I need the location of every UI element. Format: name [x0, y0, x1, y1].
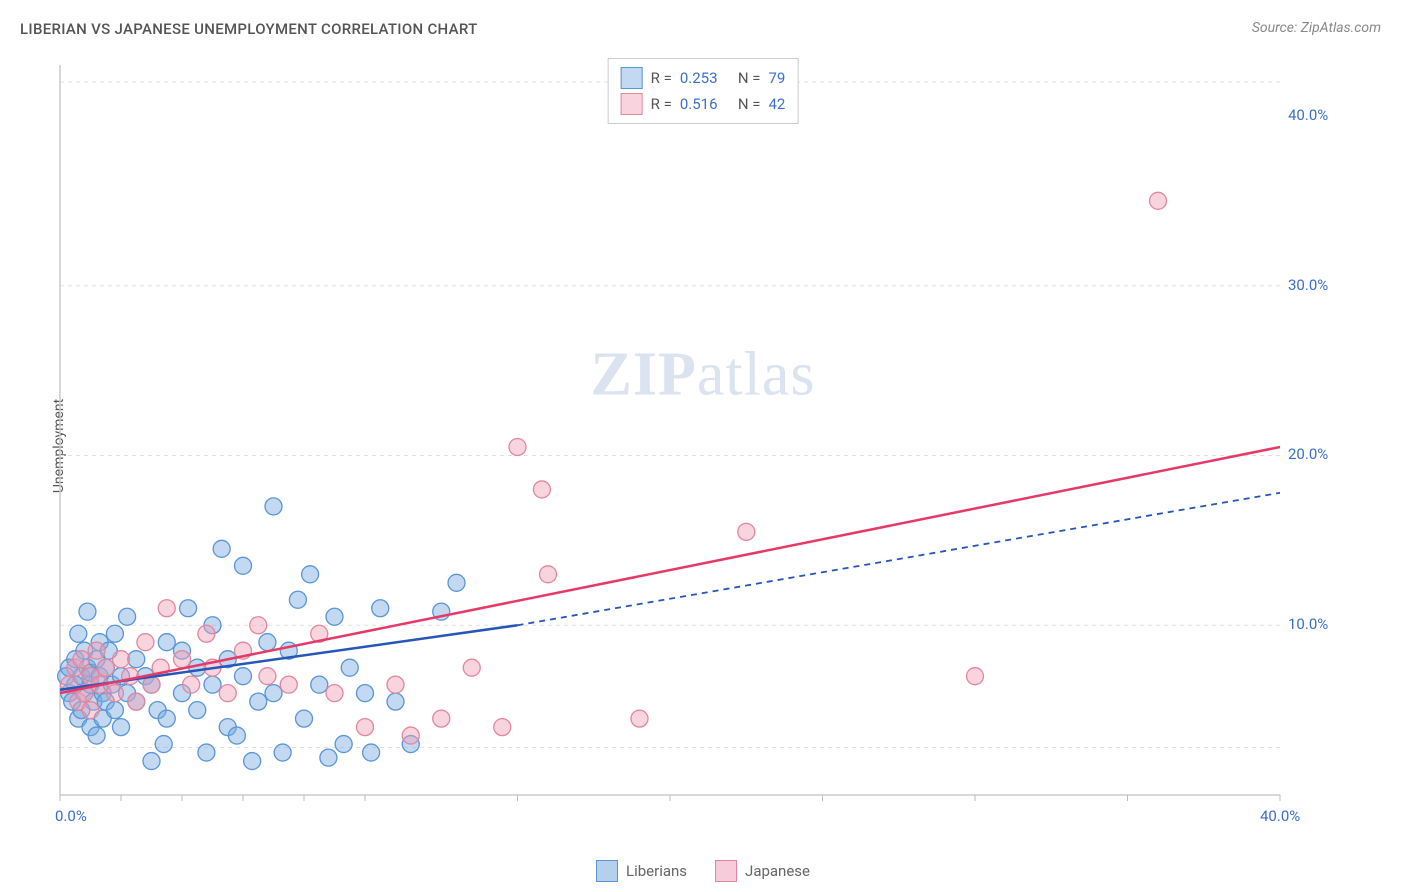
liberians-n-value: 79 [768, 69, 785, 87]
series-legend-liberians: Liberians [596, 860, 687, 882]
chart-container: LIBERIAN VS JAPANESE UNEMPLOYMENT CORREL… [0, 0, 1406, 892]
source-label: Source: ZipAtlas.com [1252, 20, 1381, 36]
correlation-legend-row-liberians: R = 0.253 N = 79 [621, 65, 786, 91]
liberians-legend-label: Liberians [626, 862, 687, 880]
japanese-legend-swatch-icon [715, 860, 737, 882]
liberians-swatch-icon [621, 67, 643, 89]
series-legend-japanese: Japanese [715, 860, 810, 882]
liberians-r-value: 0.253 [680, 69, 730, 87]
japanese-r-value: 0.516 [680, 95, 730, 113]
japanese-n-value: 42 [768, 95, 785, 113]
y-tick-label: 20.0% [1288, 445, 1328, 463]
y-tick-label: 40.0% [1288, 106, 1328, 124]
series-legend: Liberians Japanese [596, 860, 810, 882]
correlation-legend-row-japanese: R = 0.516 N = 42 [621, 91, 786, 117]
y-tick-label: 10.0% [1288, 615, 1328, 633]
chart-title: LIBERIAN VS JAPANESE UNEMPLOYMENT CORREL… [20, 20, 478, 38]
correlation-legend: R = 0.253 N = 79 R = 0.516 N = 42 [608, 58, 799, 124]
x-tick-label: 40.0% [1260, 807, 1300, 825]
x-tick-label: 0.0% [55, 807, 87, 825]
japanese-legend-label: Japanese [745, 862, 810, 880]
liberians-legend-swatch-icon [596, 860, 618, 882]
plot-area [50, 55, 1340, 835]
y-tick-label: 30.0% [1288, 276, 1328, 294]
scatter-plot-svg [50, 55, 1340, 835]
japanese-swatch-icon [621, 93, 643, 115]
